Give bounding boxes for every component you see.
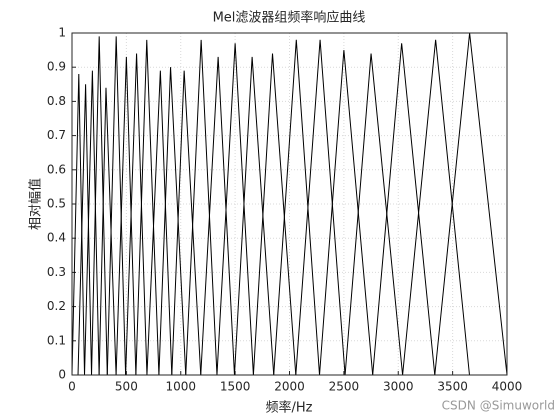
plot-frame xyxy=(71,32,508,376)
filter-line xyxy=(372,43,436,376)
filter-line xyxy=(84,70,100,376)
x-tick-label: 2000 xyxy=(274,380,305,394)
x-axis-label: 频率/Hz xyxy=(266,400,313,416)
filter-line xyxy=(216,43,254,376)
y-axis-label: 相对幅值 xyxy=(28,178,44,230)
y-tick-label: 0.9 xyxy=(47,60,66,74)
filter-line xyxy=(200,56,235,376)
filter-line xyxy=(77,84,93,376)
filter-line xyxy=(106,36,127,376)
x-tick-label: 2500 xyxy=(329,380,360,394)
y-tick-label: 0.2 xyxy=(47,299,66,313)
filter-line xyxy=(344,53,404,376)
y-tick-label: 0.1 xyxy=(47,333,66,347)
filter-line xyxy=(252,53,297,376)
filter-line xyxy=(158,67,187,376)
filter-line xyxy=(233,56,275,376)
y-tick-label: 0.5 xyxy=(47,197,66,211)
filter-line xyxy=(91,36,108,376)
y-tick-label: 0.8 xyxy=(47,94,66,108)
filter-line xyxy=(98,87,117,376)
filter-line xyxy=(125,53,148,376)
x-tick-label: 3000 xyxy=(383,380,414,394)
filter-line xyxy=(146,70,173,376)
x-tick-label: 0 xyxy=(68,380,76,394)
x-tick-label: 500 xyxy=(115,380,138,394)
y-tick-label: 0.6 xyxy=(47,162,66,176)
y-tick-label: 1 xyxy=(58,26,66,40)
filter-line xyxy=(273,39,321,376)
chart-title: Mel滤波器组频率响应曲线 xyxy=(213,10,366,26)
filter-line xyxy=(115,56,137,376)
filter-line xyxy=(135,39,160,376)
y-tick-label: 0.3 xyxy=(47,265,66,279)
filter-line xyxy=(71,74,86,376)
x-tick-label: 4000 xyxy=(492,380,523,394)
x-tick-label: 3500 xyxy=(437,380,468,394)
filter-line xyxy=(185,39,218,376)
filter-line xyxy=(402,39,470,376)
y-tick-label: 0.4 xyxy=(47,231,66,245)
filter-line xyxy=(319,50,374,376)
watermark: CSDN @Simuworld xyxy=(442,399,555,413)
x-tick-label: 1000 xyxy=(165,380,196,394)
y-tick-label: 0.7 xyxy=(47,128,66,142)
x-tick-label: 1500 xyxy=(220,380,251,394)
filter-line xyxy=(295,39,346,376)
filter-line xyxy=(171,70,202,376)
y-tick-label: 0 xyxy=(58,368,66,382)
